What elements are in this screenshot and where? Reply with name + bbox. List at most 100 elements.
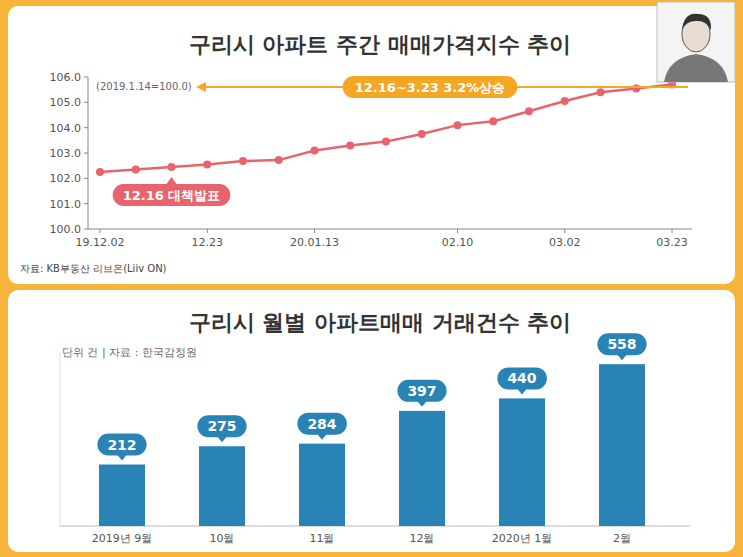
portrait-hair <box>682 14 711 30</box>
point <box>346 141 354 149</box>
y-tick-label: 103.0 <box>50 147 82 160</box>
point <box>418 130 426 138</box>
data-label: 275 <box>197 415 246 442</box>
point <box>382 138 390 146</box>
y-tick-label: 106.0 <box>50 71 82 84</box>
y-axis <box>60 352 61 526</box>
plot <box>99 364 645 526</box>
portrait-frame <box>657 2 735 82</box>
portrait <box>657 2 735 82</box>
x-axis <box>88 229 692 230</box>
bar <box>99 465 145 526</box>
labels: 212 275 284 397 440 558 <box>97 333 646 460</box>
y-tick-label: 104.0 <box>50 122 82 135</box>
panel <box>8 6 735 284</box>
x-tick <box>457 229 458 233</box>
bar <box>199 446 245 526</box>
point <box>203 160 211 168</box>
bubble-pointer <box>417 401 427 407</box>
subtitle: 단위 건 | 자료 : 한국감정원 <box>62 346 197 359</box>
data-label: 440 <box>497 367 546 394</box>
bar <box>299 444 345 526</box>
annotation-text: 12.16~3.23 3.2%상승 <box>355 80 506 95</box>
label-bubble <box>297 413 346 435</box>
annotation-pill <box>343 76 518 98</box>
title: 구리시 아파트 주간 매매가격지수 추이 <box>189 32 572 57</box>
x-tick <box>672 229 673 233</box>
x-tick-label: 02.10 <box>442 236 474 249</box>
x-tick-label: 12월 <box>410 532 435 545</box>
x-tick-label: 2020년 1월 <box>492 532 553 545</box>
point <box>96 168 104 176</box>
panel <box>8 290 735 552</box>
data-label: 284 <box>297 413 346 440</box>
point <box>239 157 247 165</box>
x-tick-label: 2월 <box>613 532 631 545</box>
pill-pointer <box>167 177 177 184</box>
x-tick <box>314 229 315 233</box>
data-label-text: 440 <box>507 370 536 386</box>
bar <box>599 364 645 526</box>
portrait-body <box>664 54 728 82</box>
y-tick <box>84 229 88 230</box>
x-tick-label: 19.12.02 <box>76 236 125 249</box>
bubble-pointer <box>517 388 527 394</box>
bar <box>499 398 545 526</box>
bubble-pointer <box>217 436 227 442</box>
point <box>311 146 319 154</box>
x-tick-label: 10월 <box>210 532 235 545</box>
plot <box>96 81 676 176</box>
label-bubble <box>97 434 146 456</box>
annotation-pill <box>113 184 231 206</box>
subtitle: (2019.1.14=100.0) <box>96 81 192 92</box>
data-label: 397 <box>397 380 446 407</box>
point <box>561 97 569 105</box>
y-tick <box>84 102 88 103</box>
point <box>525 107 533 115</box>
annotation-text: 12.16 대책발표 <box>123 188 221 203</box>
label-bubble <box>597 333 646 355</box>
y-tick <box>84 178 88 179</box>
y-tick <box>84 127 88 128</box>
label-bubble <box>497 367 546 389</box>
y-tick-label: 101.0 <box>50 198 82 211</box>
bubble-pointer <box>617 354 627 360</box>
source: 자료: KB부동산 리브온(Liiv ON) <box>20 263 167 274</box>
x-axis <box>60 526 690 527</box>
bubble-pointer <box>317 434 327 440</box>
label-bubble <box>397 380 446 402</box>
data-label-text: 397 <box>407 383 436 399</box>
data-label-text: 212 <box>107 437 136 453</box>
data-label: 558 <box>597 333 646 360</box>
x-tick-label: 03.23 <box>656 236 688 249</box>
bar <box>399 411 445 526</box>
x-tick <box>564 229 565 233</box>
data-label-text: 275 <box>207 418 236 434</box>
y-tick <box>84 77 88 78</box>
label-bubble <box>197 415 246 437</box>
point <box>632 84 640 92</box>
arrow-head <box>196 82 206 92</box>
annotation: 12.16~3.23 3.2%상승 <box>343 76 518 98</box>
x-tick-label: 12.23 <box>192 236 224 249</box>
x-tick-label: 2019년 9월 <box>92 532 153 545</box>
x-tick-label: 11월 <box>310 532 335 545</box>
bubble-pointer <box>117 455 127 461</box>
data-label: 212 <box>97 434 146 461</box>
point <box>489 117 497 125</box>
data-label-text: 284 <box>307 416 336 432</box>
point <box>275 156 283 164</box>
x-tick <box>207 229 208 233</box>
x-tick-label: 03.02 <box>549 236 581 249</box>
title: 구리시 월별 아파트매매 거래건수 추이 <box>189 310 572 335</box>
y-tick-label: 100.0 <box>50 223 82 236</box>
x-tick <box>100 229 101 233</box>
y-tick-label: 105.0 <box>50 96 82 109</box>
point <box>597 88 605 96</box>
data-label-text: 558 <box>607 336 636 352</box>
y-tick-label: 102.0 <box>50 172 82 185</box>
point <box>454 121 462 129</box>
point <box>168 163 176 171</box>
annotation: 12.16 대책발표 <box>113 177 231 206</box>
y-tick <box>84 153 88 154</box>
